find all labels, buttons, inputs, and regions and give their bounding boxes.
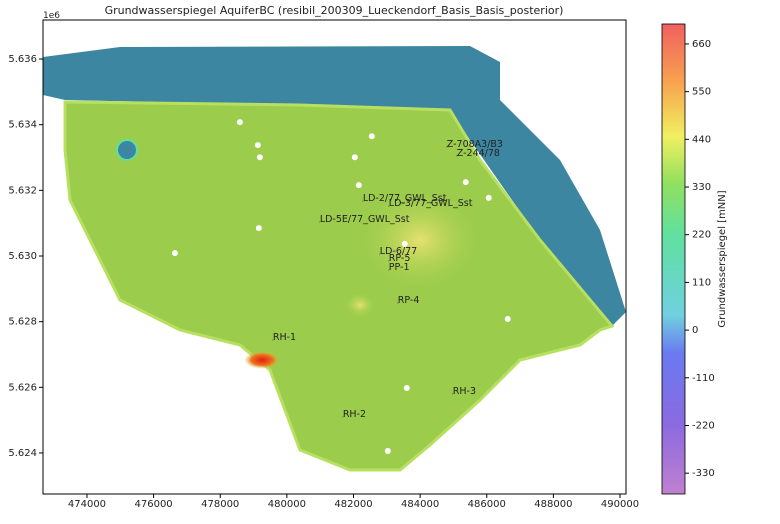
colorbar	[661, 23, 686, 495]
colorbar-tick-label: -220	[692, 420, 715, 431]
x-tick-label: 490000	[601, 499, 639, 510]
y-tick-label: 5.624	[8, 448, 37, 459]
colorbar-tick-label: 660	[692, 39, 711, 50]
annotation-anchor	[342, 416, 344, 418]
annotation: RP-5	[389, 253, 411, 264]
well-point	[171, 250, 178, 257]
map	[43, 20, 626, 494]
annotation: LD-5E/77_GWL_Sst	[320, 214, 410, 225]
annotation: RH-1	[273, 332, 296, 343]
well-point	[254, 142, 261, 149]
x-tick-label: 484000	[401, 499, 439, 510]
well-point	[462, 179, 469, 186]
mound	[360, 190, 480, 290]
annotation: LD-3/77_GWL_Sst	[389, 198, 473, 209]
annotation: RP-4	[398, 295, 420, 306]
well-point	[255, 225, 262, 232]
x-tick-label: 476000	[135, 499, 173, 510]
well-point	[368, 133, 375, 140]
well-point	[256, 154, 263, 161]
annotation-anchor	[379, 253, 381, 255]
y-tick-label: 5.632	[8, 185, 37, 196]
plot-frame	[42, 19, 627, 495]
axis-offset: 1e6	[43, 11, 60, 21]
y-tick-label: 5.628	[8, 317, 37, 328]
x-tick-label: 474000	[68, 499, 106, 510]
colorbar-tick-label: 440	[692, 134, 711, 145]
x-tick-label: 486000	[468, 499, 506, 510]
well-point	[236, 119, 243, 126]
hot-spot	[244, 351, 280, 369]
annotation: Z-244/78	[457, 148, 500, 159]
green-region	[63, 100, 615, 472]
annotation-anchor	[388, 205, 390, 207]
colorbar-label: Grundwasserspiegel [mNN]	[717, 190, 728, 327]
annotation-anchor	[456, 155, 458, 157]
colorbar-tick-label: -330	[692, 468, 715, 479]
annotation-anchor	[452, 393, 454, 395]
annotation-anchor	[272, 339, 274, 341]
annotation: LD-2/77_GWL_Sst	[363, 193, 447, 204]
well-point	[351, 154, 358, 161]
x-tick-label: 488000	[534, 499, 572, 510]
mound	[345, 293, 375, 317]
annotation-anchor	[388, 260, 390, 262]
lake	[116, 139, 138, 161]
x-tick-label: 482000	[334, 499, 372, 510]
annotation-anchor	[388, 269, 390, 271]
well-point	[384, 447, 391, 454]
colorbar-tick-label: 550	[692, 87, 711, 98]
chart-title: Grundwasserspiegel AquiferBC (resibil_20…	[105, 4, 564, 17]
colorbar-tick-label: 220	[692, 230, 711, 241]
well-point	[355, 182, 362, 189]
y-tick-label: 5.634	[8, 120, 37, 131]
annotation: Z-708A3/B3	[447, 139, 503, 150]
annotation-anchor	[446, 146, 448, 148]
y-tick-label: 5.626	[8, 382, 37, 393]
colorbar-tick-label: -110	[692, 373, 715, 384]
annotation-anchor	[362, 200, 364, 202]
annotation-anchor	[397, 302, 399, 304]
colorbar-tick-label: 110	[692, 277, 711, 288]
well-point	[485, 194, 492, 201]
well-point	[403, 384, 410, 391]
colorbar-tick-label: 330	[692, 182, 711, 193]
annotation: PP-1	[389, 262, 410, 273]
x-tick-label: 480000	[268, 499, 306, 510]
annotation: LD-6/77	[380, 246, 417, 257]
teal-region	[43, 46, 626, 326]
colorbar-tick-label: 0	[692, 325, 698, 336]
x-tick-label: 478000	[201, 499, 239, 510]
annotation: RH-3	[453, 386, 476, 397]
y-tick-label: 5.630	[8, 251, 37, 262]
annotation-anchor	[319, 221, 321, 223]
well-point	[504, 316, 511, 323]
annotation: RH-2	[343, 409, 366, 420]
well-point	[401, 240, 408, 247]
y-tick-label: 5.636	[8, 54, 37, 65]
